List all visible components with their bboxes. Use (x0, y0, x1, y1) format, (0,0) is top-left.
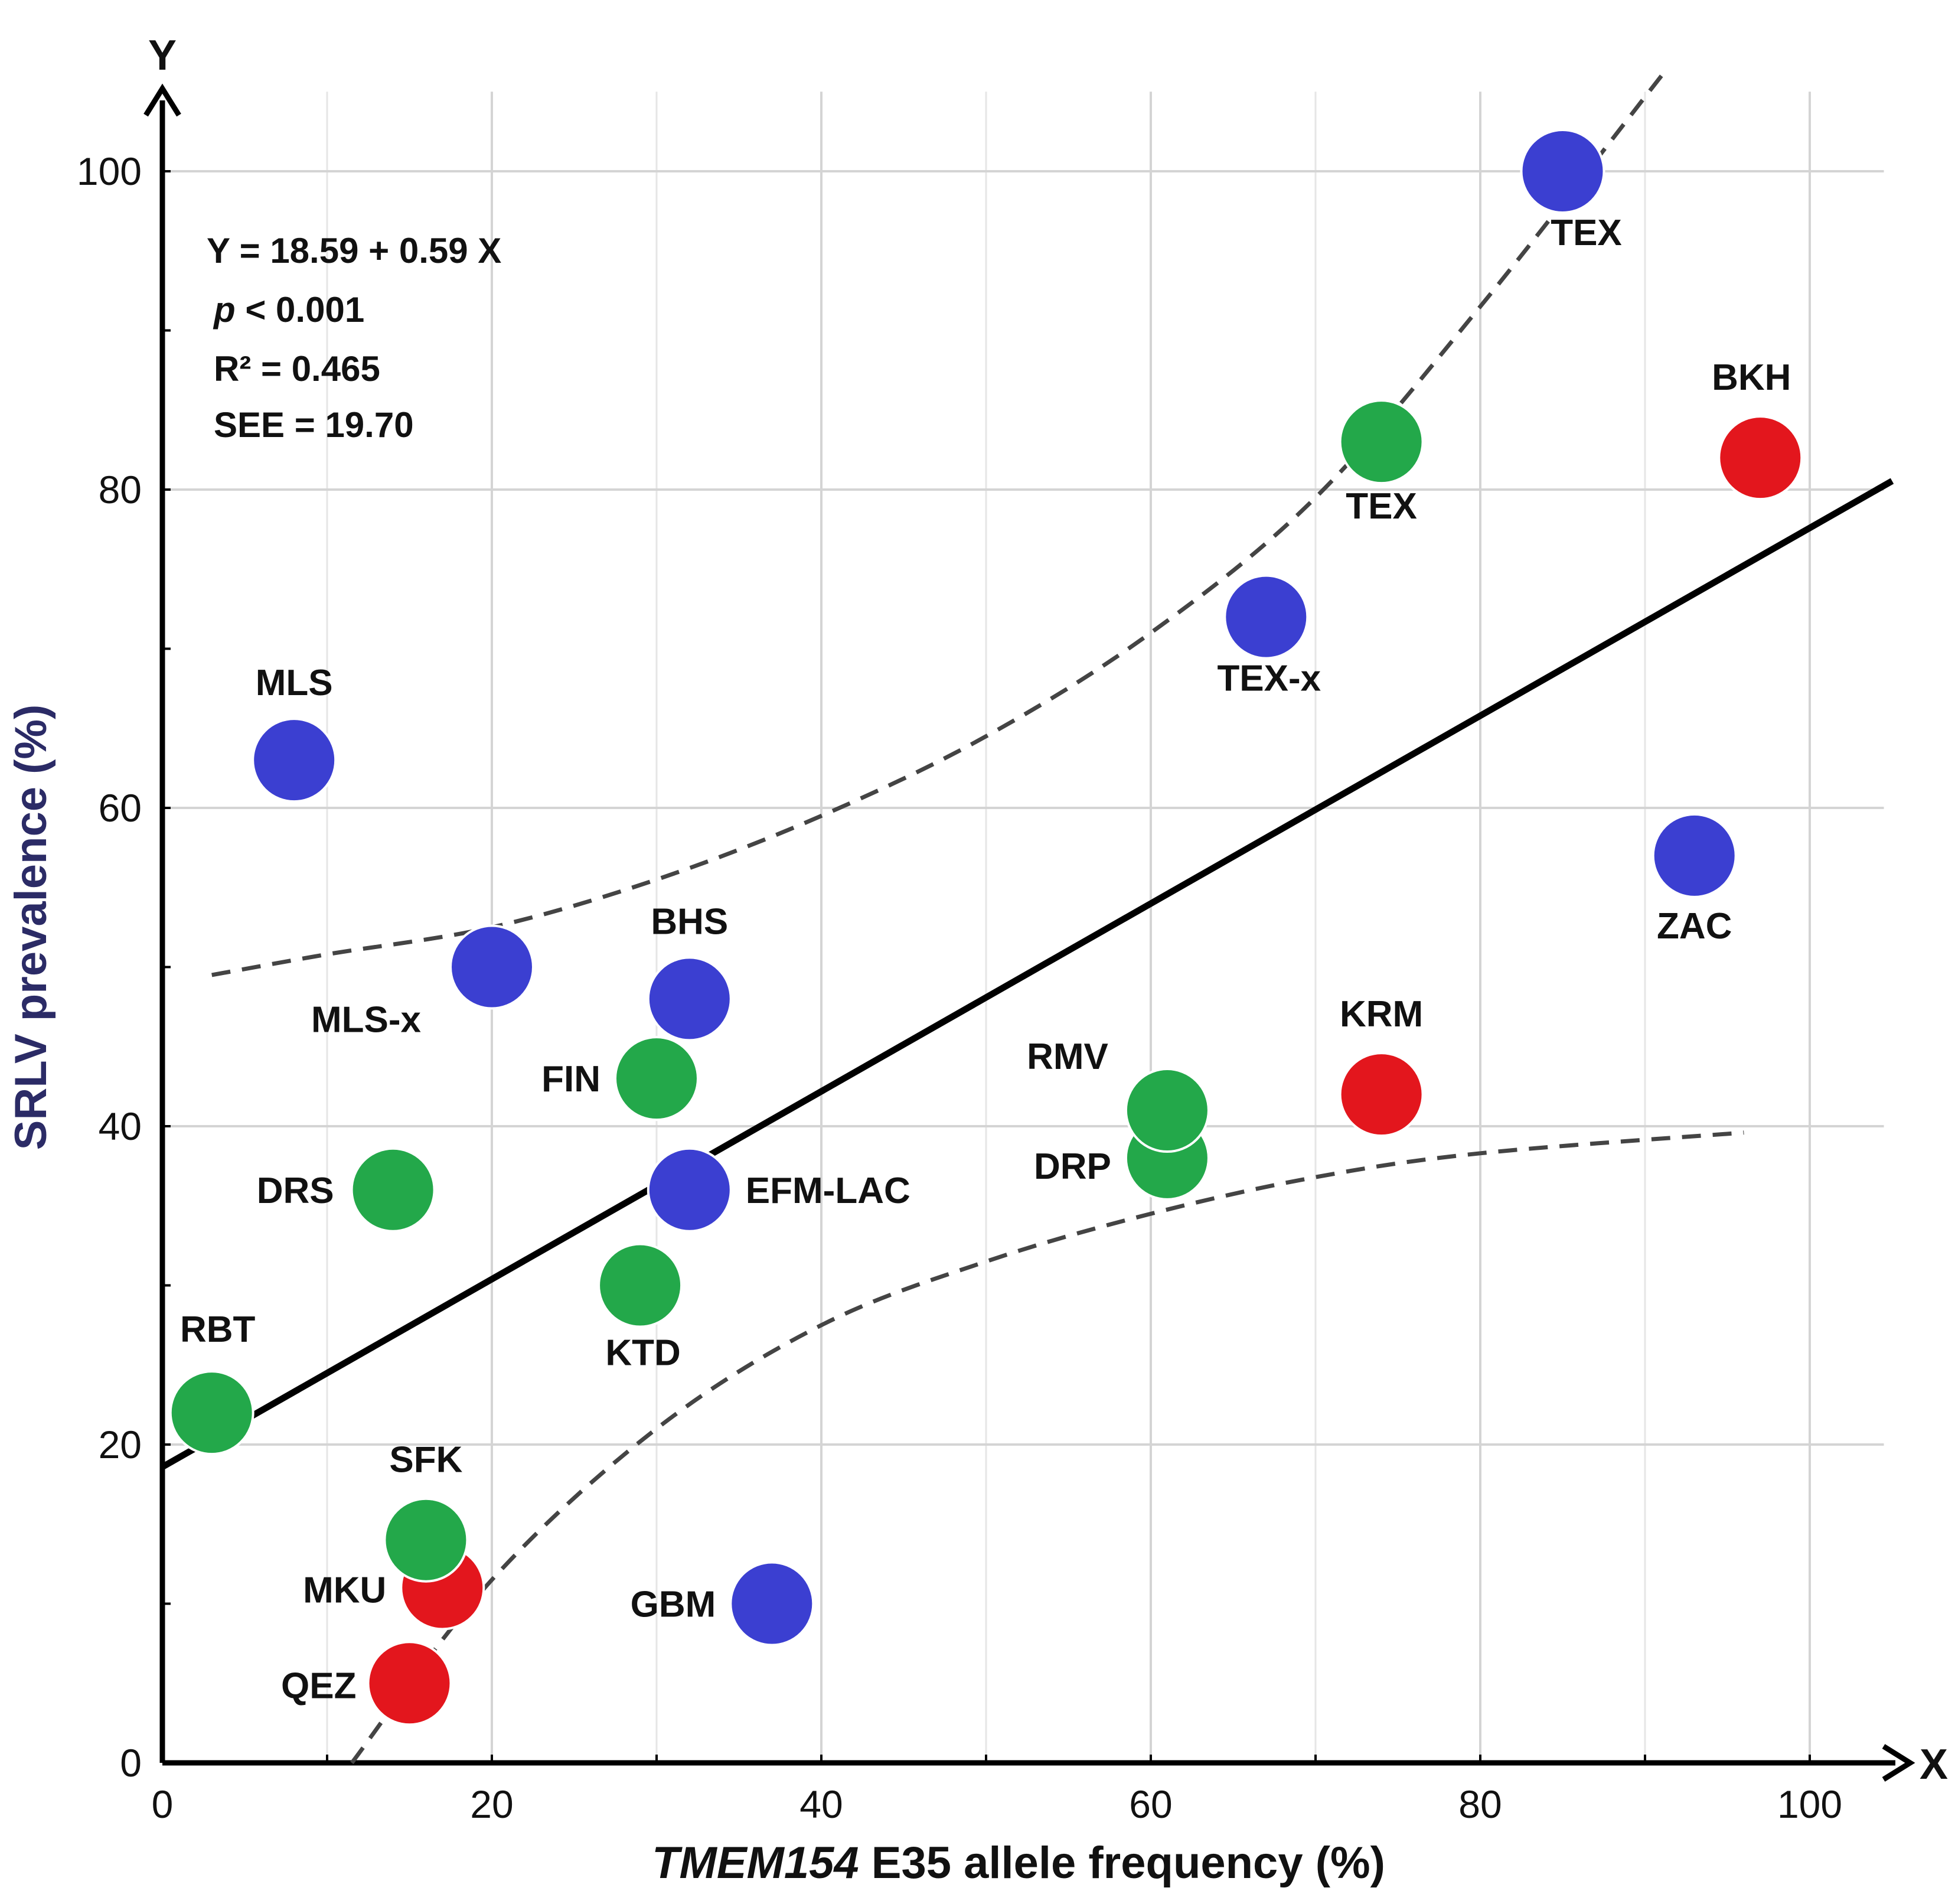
x-tick-label: 40 (799, 1782, 843, 1826)
point-label: DRP (1034, 1146, 1111, 1187)
point-label: MLS (256, 663, 333, 703)
data-point (1339, 1052, 1424, 1137)
y-axis-arrow (143, 83, 181, 117)
point-labels: TEX BKH TEX TEX-x MLS ZAC MLS-x BHS FIN KRM DRP RMV… (180, 213, 1791, 1706)
upper-confidence-curve (211, 74, 1663, 977)
x-tick-label: 100 (1777, 1782, 1842, 1826)
y-tick-label: 0 (120, 1741, 142, 1785)
point-label: RBT (180, 1309, 256, 1350)
point-label: RMV (1027, 1036, 1108, 1077)
data-point (1718, 415, 1803, 501)
point-label: BKH (1712, 357, 1791, 398)
x-axis-title-text: E35 allele frequency (%) (859, 1838, 1385, 1888)
p-value-line: p < 0.001 (213, 290, 364, 330)
x-axis-letter: X (1920, 1741, 1948, 1788)
point-label: EFM-LAC (746, 1171, 910, 1211)
x-tick-label: 60 (1129, 1782, 1172, 1826)
regression-line-group (161, 478, 1894, 1470)
data-point (598, 1243, 683, 1328)
data-point (449, 924, 534, 1010)
confidence-band (211, 74, 1744, 1765)
y-axis-title: SRLV prevalence (%) (6, 705, 56, 1150)
data-point (1339, 399, 1424, 485)
point-label: DRS (257, 1171, 334, 1211)
y-axis-letter: Y (148, 32, 177, 79)
point-label: GBM (631, 1585, 716, 1625)
p-symbol: p (213, 290, 236, 330)
point-label: TEX-x (1217, 658, 1321, 699)
data-point (1520, 129, 1605, 214)
y-tick-label: 20 (99, 1423, 142, 1466)
y-tick-label: 60 (99, 786, 142, 830)
data-point (367, 1641, 452, 1726)
data-point (1223, 574, 1309, 660)
x-tick-label: 80 (1458, 1782, 1502, 1826)
point-label: BHS (651, 901, 728, 942)
x-axis-arrow (1882, 1744, 1915, 1782)
r-squared-line: R² = 0.465 (214, 349, 380, 389)
data-point (647, 956, 732, 1042)
data-point (1652, 813, 1737, 898)
data-point (647, 1147, 732, 1233)
regression-line (161, 478, 1894, 1470)
p-value: < 0.001 (236, 290, 365, 330)
y-tick-label: 40 (99, 1104, 142, 1148)
point-label: QEZ (281, 1665, 356, 1706)
data-point (383, 1497, 469, 1583)
point-label: SFK (389, 1440, 462, 1481)
data-point (252, 718, 337, 803)
grid-lines (162, 92, 1884, 1763)
point-label: TEX (1346, 486, 1417, 527)
data-point (169, 1370, 254, 1456)
data-point (350, 1147, 436, 1233)
x-tick-label: 0 (152, 1782, 174, 1826)
point-label: ZAC (1657, 906, 1732, 947)
point-label: MKU (303, 1570, 386, 1611)
data-points (169, 129, 1803, 1726)
point-label: FIN (541, 1059, 600, 1100)
lower-confidence-curve (350, 1130, 1744, 1765)
y-tick-label: 100 (77, 149, 142, 193)
data-point (729, 1561, 815, 1647)
point-label: KTD (605, 1333, 680, 1374)
point-label: KRM (1340, 994, 1423, 1035)
data-point (1124, 1068, 1210, 1153)
point-label: MLS-x (311, 1000, 422, 1041)
x-tick-label: 20 (470, 1782, 513, 1826)
see-line: SEE = 19.70 (214, 405, 414, 445)
y-tick-label: 80 (99, 468, 142, 511)
x-axis-title-gene: TMEM154 (652, 1838, 859, 1888)
x-axis-title: TMEM154 E35 allele frequency (%) (652, 1838, 1385, 1888)
point-label: TEX (1551, 213, 1622, 253)
axes (143, 83, 1915, 1782)
data-point (614, 1036, 699, 1121)
equation-line: Y = 18.59 + 0.59 X (207, 231, 501, 270)
regression-equation: Y = 18.59 + 0.59 X p < 0.001 R² = 0.465 … (207, 231, 501, 445)
tick-labels: 0 20 40 60 80 100 0 20 40 60 80 100 (77, 149, 1842, 1826)
